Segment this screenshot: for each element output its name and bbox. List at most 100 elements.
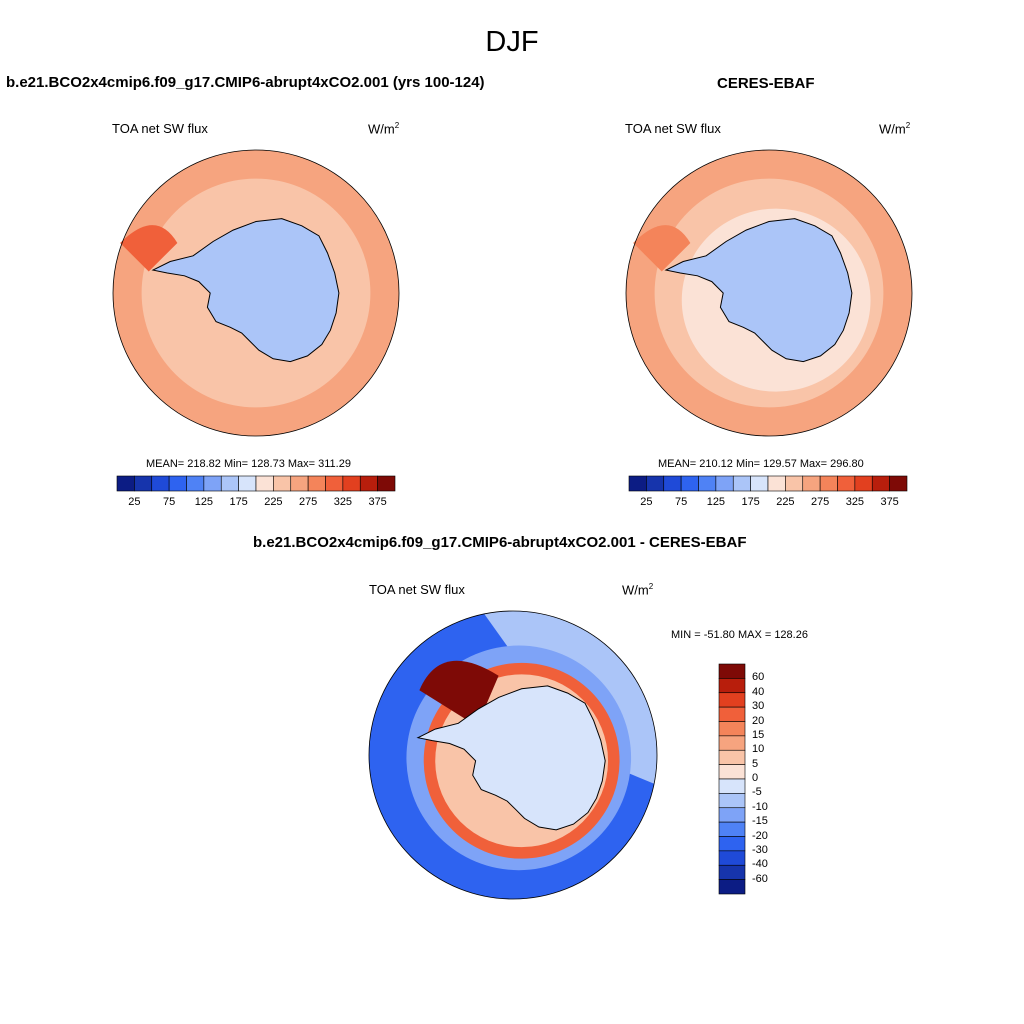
peninsula-warm-patch [120,225,178,272]
colorbar-swatch [290,475,309,492]
colorbar-swatch [238,475,257,492]
colorbar-tick-label: 275 [810,496,830,508]
colorbar-swatch [151,475,170,492]
colorbar-swatch [718,749,746,765]
colorbar-swatch [718,721,746,737]
panel2-colorbar-ticks: 25 75 125 175 225 275 325 375 [629,496,907,510]
colorbar-tick-label: 75 [675,496,688,508]
colorbar-swatch [377,475,396,492]
colorbar-swatch [307,475,326,492]
colorbar-tick-label: -10 [752,800,768,813]
diff-antarctica [416,685,606,831]
colorbar-swatch [819,475,838,492]
main-title: DJF [485,26,539,58]
colorbar-swatch [718,836,746,852]
panel3-units-label: W/m2 [622,582,654,598]
panel2-stats: MEAN= 210.12 Min= 129.57 Max= 296.80 [658,458,864,470]
colorbar-swatch [802,475,821,492]
colorbar-swatch [718,706,746,722]
panel1-title: b.e21.BCO2x4cmip6.f09_g17.CMIP6-abrupt4x… [6,74,485,91]
colorbar-tick-label: 25 [128,496,141,508]
panel1-polar-map [112,149,400,437]
colorbar-swatch [718,764,746,780]
panel2-units-label: W/m2 [879,121,911,137]
colorbar-swatch [273,475,292,492]
colorbar-tick-label: 375 [368,496,387,508]
colorbar-swatch [359,475,378,492]
colorbar-tick-label: 10 [752,743,765,756]
colorbar-swatch [663,475,682,492]
colorbar-swatch [220,475,239,492]
panel3-colorbar-ticks: 60 40 30 20 15 10 5 0 -5 -10 -15 -20 -30 -40 -60 [750,664,790,894]
colorbar-swatch [134,475,153,492]
colorbar-swatch [785,475,804,492]
colorbar-tick-label: -5 [752,786,762,799]
colorbar-tick-label: 60 [752,671,765,684]
colorbar-tick-label: 225 [776,496,795,508]
colorbar-swatch [186,475,205,492]
map-boundary [625,149,913,437]
colorbar-tick-label: 125 [194,496,214,508]
panel3-variable-label: TOA net SW flux [369,582,465,597]
colorbar-swatch [698,475,717,492]
colorbar-swatch [718,678,746,694]
colorbar-swatch [646,475,665,492]
panel2-variable-label: TOA net SW flux [625,121,721,136]
antarctica-landmass [151,218,340,363]
colorbar-tick-label: 325 [333,496,353,508]
colorbar-tick-label: 125 [706,496,726,508]
colorbar-tick-label: 175 [741,496,760,508]
colorbar-tick-label: 75 [163,496,176,508]
colorbar-swatch [718,663,746,679]
colorbar-tick-label: 25 [640,496,653,508]
colorbar-swatch [628,475,647,492]
colorbar-swatch [718,864,746,880]
colorbar-swatch [732,475,751,492]
colorbar-swatch [203,475,222,492]
colorbar-swatch [854,475,873,492]
panel1-colorbar-ticks: 25 75 125 175 225 275 325 375 [117,496,395,510]
colorbar-swatch [718,807,746,823]
colorbar-swatch [325,475,344,492]
colorbar-tick-label: -15 [752,815,768,828]
panel2-title: CERES-EBAF [717,75,815,92]
panel3-colorbar [718,663,746,895]
panel1-units-label: W/m2 [368,121,400,137]
colorbar-swatch [116,475,135,492]
colorbar-tick-label: -20 [752,829,768,842]
panel2-polar-map [625,149,913,437]
colorbar-tick-label: 20 [752,714,765,727]
panel2-colorbar [628,475,908,492]
colorbar-swatch [680,475,699,492]
panel3-stats: MIN = -51.80 MAX = 128.26 [671,629,808,641]
colorbar-tick-label: -40 [752,858,768,871]
colorbar-swatch [750,475,769,492]
panel3-polar-map [368,610,658,900]
colorbar-tick-label: 40 [752,685,765,698]
panel3-title: b.e21.BCO2x4cmip6.f09_g17.CMIP6-abrupt4x… [253,534,747,551]
colorbar-swatch [342,475,361,492]
colorbar-tick-label: 30 [752,700,765,713]
panel1-colorbar [116,475,396,492]
antarctica-landmass [664,218,853,363]
colorbar-tick-label: 375 [880,496,899,508]
colorbar-swatch [715,475,734,492]
colorbar-tick-label: -30 [752,843,768,856]
colorbar-tick-label: -60 [752,872,768,885]
colorbar-tick-label: 225 [264,496,283,508]
colorbar-swatch [718,850,746,866]
panel1-stats: MEAN= 218.82 Min= 128.73 Max= 311.29 [146,458,351,470]
colorbar-swatch [767,475,786,492]
colorbar-tick-label: 275 [298,496,318,508]
colorbar-swatch [837,475,856,492]
colorbar-swatch [255,475,274,492]
colorbar-swatch [168,475,187,492]
colorbar-swatch [718,821,746,837]
colorbar-swatch [889,475,908,492]
colorbar-swatch [718,692,746,708]
colorbar-swatch [718,879,746,895]
colorbar-tick-label: 325 [845,496,865,508]
colorbar-swatch [718,735,746,751]
colorbar-tick-label: 15 [752,728,765,741]
colorbar-swatch [871,475,890,492]
